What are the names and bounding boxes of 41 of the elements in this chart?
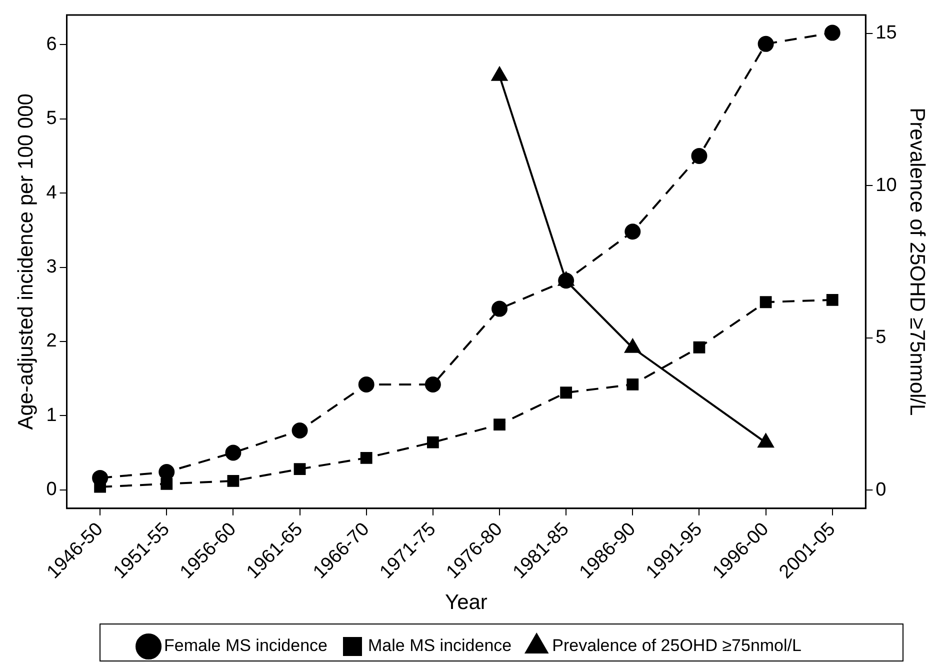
point: [492, 300, 508, 317]
point: [294, 463, 306, 475]
x-axis-title: Year: [445, 591, 488, 614]
point: [227, 474, 240, 487]
point: [693, 341, 706, 354]
legend-label: Female MS incidence: [164, 636, 328, 656]
legend-label: Prevalence of 25OHD ≥75nmol/L: [552, 636, 802, 656]
point: [558, 272, 574, 289]
y2-axis-title: Prevalence of 25OHD ≥75nmol/L: [906, 108, 929, 416]
y2-tick-label: 0: [876, 479, 886, 500]
point: [292, 422, 308, 438]
point: [160, 478, 173, 490]
y-tick-label: 1: [46, 404, 57, 426]
point: [358, 376, 374, 392]
y-tick-label: 4: [46, 182, 58, 204]
y2-tick-label: 5: [876, 327, 886, 348]
point: [360, 452, 372, 464]
y-axis-title: Age-adjusted incidence per 100 000: [14, 94, 38, 430]
point: [758, 36, 774, 52]
point: [760, 296, 772, 308]
point: [824, 24, 840, 41]
point: [826, 294, 838, 306]
legend-label: Male MS incidence: [368, 636, 512, 656]
point: [492, 66, 508, 81]
y-tick-label: 0: [46, 479, 57, 500]
point: [426, 436, 439, 448]
point: [494, 418, 506, 430]
y-tick-label: 5: [46, 108, 57, 130]
y2-tick-label: 10: [876, 174, 897, 196]
point: [225, 444, 242, 461]
y2-tick-label: 15: [876, 22, 897, 44]
point: [560, 386, 572, 399]
y-tick-label: 6: [46, 34, 57, 55]
point: [626, 378, 639, 390]
y-tick-label: 2: [46, 330, 57, 352]
point: [624, 224, 641, 240]
point: [691, 148, 708, 164]
point: [624, 338, 641, 353]
y-tick-label: 3: [46, 256, 57, 278]
point: [758, 434, 774, 448]
point: [424, 376, 441, 392]
